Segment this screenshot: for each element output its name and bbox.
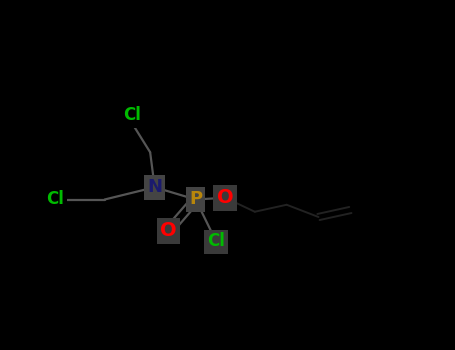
Text: O: O <box>217 188 233 207</box>
Text: P: P <box>189 190 202 209</box>
Text: Cl: Cl <box>207 232 225 251</box>
Text: O: O <box>160 222 177 240</box>
Text: N: N <box>147 178 162 196</box>
Text: Cl: Cl <box>123 106 141 125</box>
Text: Cl: Cl <box>46 190 64 209</box>
